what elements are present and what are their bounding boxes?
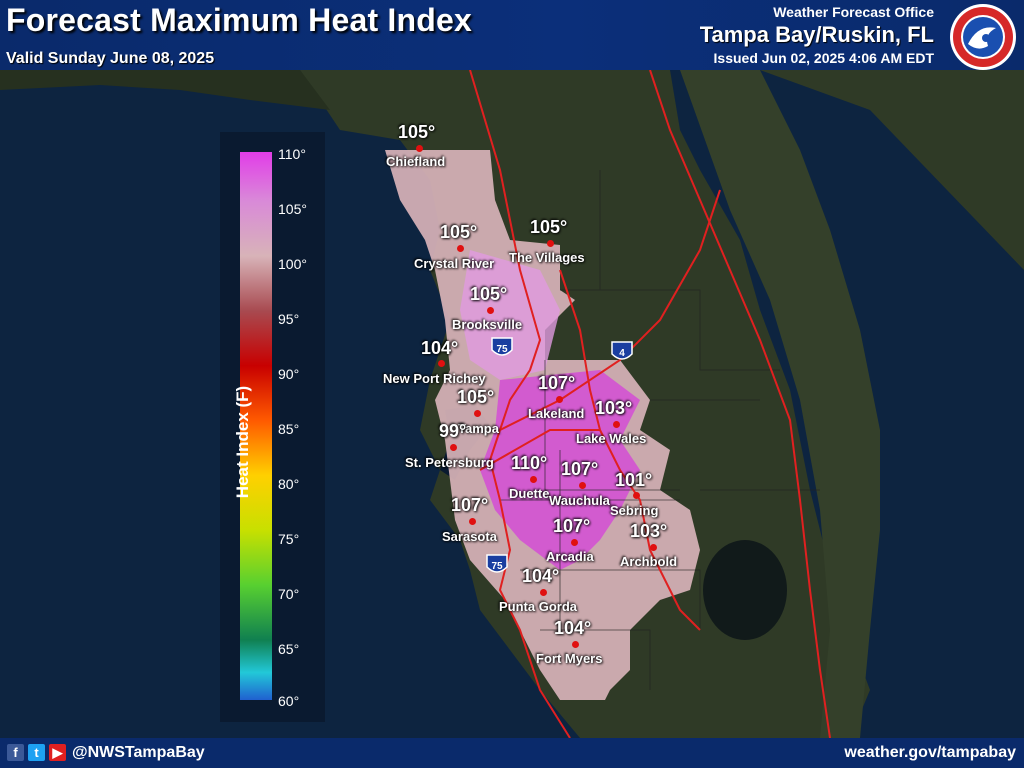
city-value-brooksville: 105° [470,284,508,304]
legend-tick: 80° [278,476,300,492]
heat-index-legend: Heat Index (F) 110° 105° 100° 95° 90° 85… [220,132,325,722]
city-marker-lake-wales [613,421,620,428]
footer-bar: f t ▶ @NWSTampaBay weather.gov/tampabay [0,738,1024,768]
legend-tick: 60° [278,693,300,709]
city-name-wauchula: Wauchula [549,493,610,508]
city-name-lake-wales: Lake Wales [576,431,647,446]
legend-tick: 110° [278,146,306,162]
city-name-new-port-richey: New Port Richey [383,371,486,386]
interstate-75-shield-north: 75 [491,337,513,356]
heat-medium-area [460,250,560,380]
legend-tick: 75° [278,531,300,547]
city-value-new-port-richey: 104° [421,338,459,358]
city-value-chiefland: 105° [398,122,436,142]
city-marker-sarasota [469,518,476,525]
city-marker-st-petersburg [450,444,457,451]
color-scale-bar [240,152,272,700]
city-marker-sebring [633,492,640,499]
city-name-the-villages: The Villages [509,250,585,265]
city-marker-fort-myers [572,641,579,648]
city-marker-wauchula [579,482,586,489]
city-value-arcadia: 107° [553,516,591,536]
heat-index-map: 75 4 75 [0,70,1024,738]
city-name-duette: Duette [509,486,550,501]
legend-tick: 90° [278,366,300,382]
facebook-icon[interactable]: f [7,744,24,761]
website-link[interactable]: weather.gov/tampabay [844,744,1016,761]
highway-lines [469,70,831,738]
city-marker-crystal-river [457,245,464,252]
city-marker-chiefland [416,145,423,152]
city-name-chiefland: Chiefland [386,154,446,169]
city-value-wauchula: 107° [561,459,599,479]
header-bar: Forecast Maximum Heat Index Valid Sunday… [0,0,1024,70]
twitter-icon[interactable]: t [28,744,45,761]
city-name-archbold: Archbold [620,554,678,569]
city-marker-punta-gorda [540,589,547,596]
shield-label: 75 [491,561,503,572]
city-value-sebring: 101° [615,470,653,490]
city-value-st-petersburg: 99° [439,421,467,441]
city-marker-the-villages [547,240,554,247]
youtube-icon[interactable]: ▶ [49,744,66,761]
city-marker-archbold [650,544,657,551]
interstate-4-shield: 4 [611,341,633,360]
interstate-75-shield-south: 75 [486,554,508,573]
office-label: Weather Forecast Office [773,4,934,20]
city-value-crystal-river: 105° [440,222,478,242]
city-name-fort-myers: Fort Myers [536,651,603,666]
legend-tick: 85° [278,421,300,437]
city-name-arcadia: Arcadia [546,549,594,564]
city-value-lakeland: 107° [538,373,576,393]
legend-title: Heat Index (F) [233,385,253,499]
social-handle[interactable]: @NWSTampaBay [72,744,205,761]
legend-tick: 100° [278,256,307,272]
city-name-crystal-river: Crystal River [414,256,495,271]
city-marker-duette [530,476,537,483]
valid-date: Valid Sunday June 08, 2025 [6,50,215,67]
city-value-lake-wales: 103° [595,398,633,418]
legend-tick: 65° [278,641,300,657]
city-name-sebring: Sebring [610,503,659,518]
city-value-duette: 110° [511,453,548,473]
legend-tick: 95° [278,311,300,327]
city-value-tampa: 105° [457,387,495,407]
city-value-archbold: 103° [630,521,668,541]
panhandle-land [0,70,330,110]
issued-time: Issued Jun 02, 2025 4:06 AM EDT [713,50,934,66]
city-name-tampa: Tampa [458,421,499,436]
east-coast-land [680,70,880,738]
page-title: Forecast Maximum Heat Index [6,2,472,38]
city-value-fort-myers: 104° [554,618,592,638]
city-name-brooksville: Brooksville [452,317,523,332]
office-name: Tampa Bay/Ruskin, FL [699,22,934,47]
city-value-the-villages: 105° [530,217,568,237]
lake-okeechobee [703,540,787,640]
city-name-punta-gorda: Punta Gorda [499,599,578,614]
nws-logo-icon[interactable] [948,2,1018,72]
shield-label: 75 [496,344,508,355]
city-marker-tampa [474,410,481,417]
city-value-sarasota: 107° [451,495,489,515]
shield-label: 4 [619,348,625,359]
city-marker-new-port-richey [438,360,445,367]
city-marker-lakeland [556,396,563,403]
city-value-punta-gorda: 104° [522,566,560,586]
city-marker-arcadia [571,539,578,546]
legend-tick: 105° [278,201,307,217]
county-lines [500,170,820,690]
city-marker-brooksville [487,307,494,314]
city-name-st-petersburg: St. Petersburg [405,455,494,470]
city-name-lakeland: Lakeland [528,406,585,421]
city-name-sarasota: Sarasota [442,529,497,544]
legend-tick: 70° [278,586,300,602]
